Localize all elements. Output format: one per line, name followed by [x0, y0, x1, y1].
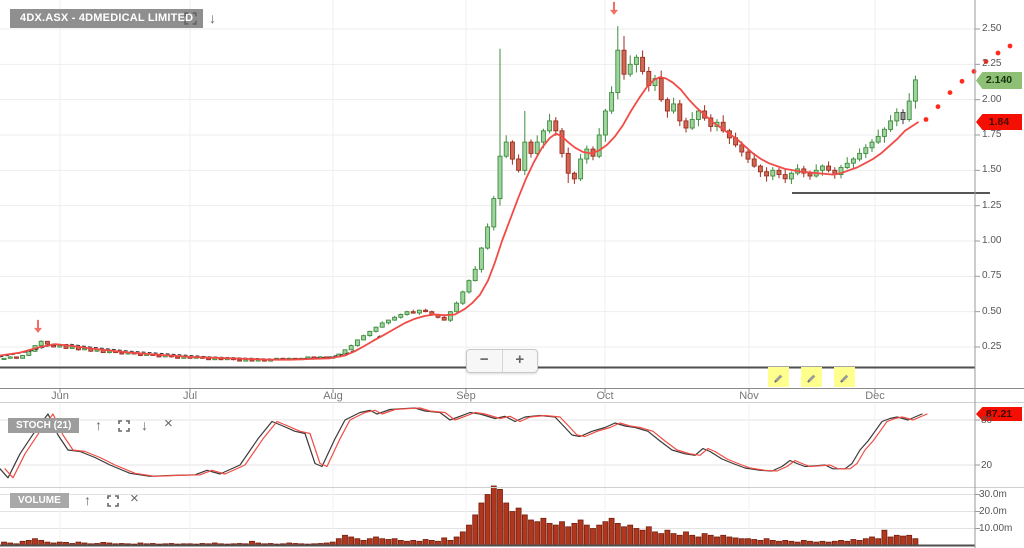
last-price-badge: 2.140	[976, 72, 1022, 89]
signal-arrows	[34, 1, 618, 333]
volume-panel-label: VOLUME	[10, 493, 69, 508]
zoom-in-button[interactable]: +	[515, 351, 525, 368]
stoch-close-icon[interactable]: ×	[164, 415, 173, 432]
volume-move-up-icon[interactable]: ↑	[84, 492, 91, 508]
price-axis-label: 0.75	[982, 270, 1002, 282]
fullscreen-icon[interactable]	[184, 12, 197, 30]
ma-line	[0, 76, 919, 361]
time-axis-label: Sep	[456, 390, 476, 402]
forecast-dots	[923, 43, 1013, 122]
stoch-move-down-icon[interactable]: ↓	[141, 417, 148, 433]
annotation-pencil-button[interactable]	[834, 367, 855, 387]
price-axis-label: 0.25	[982, 340, 1002, 352]
time-axis-label: Aug	[323, 390, 343, 402]
zoom-out-button[interactable]: −	[467, 350, 503, 372]
price-axis-label: 0.50	[982, 305, 1002, 317]
pencil-icon	[840, 374, 849, 383]
annotation-pencil-button[interactable]	[801, 367, 822, 387]
zoom-controls: − +	[466, 349, 538, 373]
price-axis-label: 1.00	[982, 234, 1002, 246]
time-axis-label: Nov	[739, 390, 759, 402]
stoch-panel-label: STOCH (21)	[8, 418, 80, 433]
volume-fullscreen-icon[interactable]	[107, 494, 119, 512]
stoch-fullscreen-icon[interactable]	[118, 419, 130, 437]
symbol-title-badge: 4DX.ASX - 4DMEDICAL LIMITED	[10, 9, 204, 28]
stoch-move-up-icon[interactable]: ↑	[95, 417, 102, 433]
time-axis-label: Jun	[51, 390, 69, 402]
stoch-axis-label: 80	[981, 415, 993, 426]
volume-axis-label: 20.0m	[979, 505, 1007, 517]
price-axis-label: 1.50	[982, 164, 1002, 176]
annotation-pencil-button[interactable]	[768, 367, 789, 387]
stoch-axis-label: 20	[981, 460, 993, 471]
stoch-lines	[0, 407, 928, 479]
gridlines	[0, 0, 975, 545]
stoch-value-badge: 87.21	[976, 407, 1022, 421]
volume-axis-label: 30.0m	[979, 488, 1007, 500]
time-axis-label: Jul	[182, 390, 198, 402]
price-axis-label: 2.25	[982, 58, 1002, 70]
time-axis-label: Dec	[865, 390, 885, 402]
price-axis-label: 2.00	[982, 93, 1002, 105]
ma-value-badge: 1.84	[976, 114, 1022, 130]
price-axis-label: 1.75	[982, 128, 1002, 140]
price-axis-label: 1.25	[982, 199, 1002, 211]
collapse-arrow-icon[interactable]: ↓	[209, 10, 216, 26]
time-axis-label: Oct	[596, 390, 614, 402]
price-axis-label: 2.50	[982, 23, 1002, 34]
volume-axis-label: 10.00m	[979, 522, 1013, 534]
pencil-icon	[807, 374, 816, 383]
volume-close-icon[interactable]: ×	[130, 490, 139, 507]
pencil-icon	[774, 374, 783, 383]
